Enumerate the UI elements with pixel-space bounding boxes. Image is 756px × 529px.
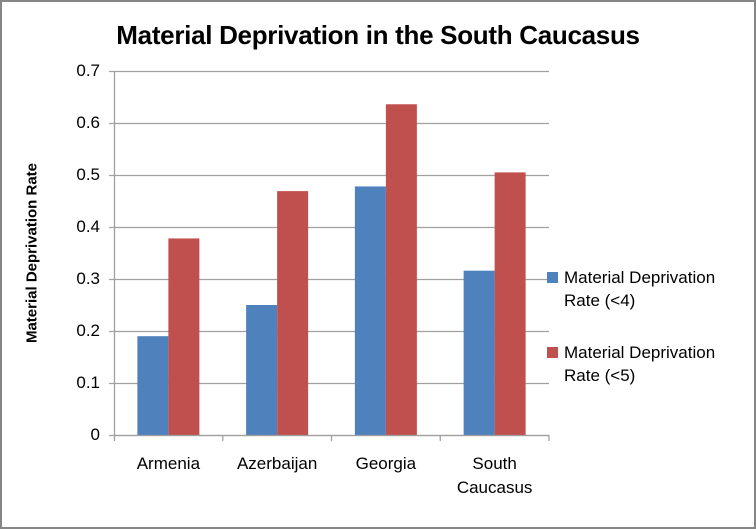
bar-lt5 [277, 191, 309, 435]
legend-text: Material Deprivation [564, 343, 716, 362]
y-tick-label: 0.5 [76, 164, 100, 184]
x-category-label: Georgia [355, 454, 417, 473]
y-tick-label: 0.6 [76, 112, 100, 132]
y-tick-label: 0.3 [76, 268, 100, 288]
legend-swatch-red [547, 347, 558, 358]
legend-text: Material Deprivation [564, 268, 716, 287]
y-tick-label: 0.7 [76, 60, 100, 80]
bar-lt4 [354, 186, 386, 435]
bar-lt4 [137, 336, 169, 435]
y-tick-label: 0.2 [76, 320, 100, 340]
y-tick-label: 0.1 [76, 372, 100, 392]
bar-lt5 [168, 238, 200, 435]
legend-text: Rate (<5) [564, 366, 636, 385]
x-category-label: Azerbaijan [236, 454, 318, 473]
x-category-label: South Caucasus [456, 454, 533, 497]
x-category-label: Armenia [136, 454, 201, 473]
chart-title: Material Deprivation in the South Caucas… [116, 20, 640, 50]
legend-text: Rate (<4) [564, 291, 636, 310]
bar-lt4 [246, 305, 278, 435]
bar-lt5 [385, 104, 417, 435]
legend-swatch-blue [547, 272, 558, 283]
bar-lt5 [494, 172, 526, 435]
bar-lt4 [463, 270, 495, 435]
y-tick-label: 0.4 [76, 216, 100, 236]
y-tick-label: 0 [90, 424, 100, 444]
